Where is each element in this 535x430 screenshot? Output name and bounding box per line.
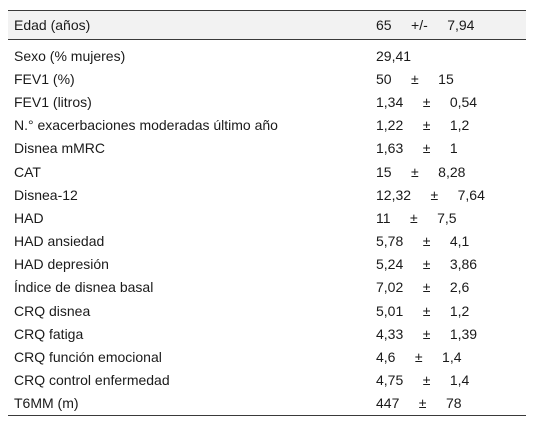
table-row: CRQ función emocional 4,6 ± 1,4 xyxy=(8,345,526,368)
row-value: 5,01 ± 1,2 xyxy=(376,302,470,319)
row-value: 11 ± 7,5 xyxy=(376,209,457,226)
row-value: 50 ± 15 xyxy=(376,70,454,87)
row-value: 5,78 ± 4,1 xyxy=(376,233,470,250)
row-label: CRQ función emocional xyxy=(14,349,162,366)
row-label: CRQ control enfermedad xyxy=(14,372,170,389)
row-label: HAD xyxy=(14,209,44,226)
row-label: FEV1 (%) xyxy=(14,70,75,87)
table-row: Índice de disnea basal 7,02 ± 2,6 xyxy=(8,276,526,299)
patient-characteristics-table: Edad (años) 65 +/- 7,94 Sexo (% mujeres)… xyxy=(8,10,526,416)
row-label: FEV1 (litros) xyxy=(14,93,92,110)
table-row: Sexo (% mujeres) 29,41 xyxy=(8,40,526,68)
table-row: FEV1 (%) 50 ± 15 xyxy=(8,67,526,90)
data-table-container: Edad (años) 65 +/- 7,94 Sexo (% mujeres)… xyxy=(8,10,526,416)
row-value: 15 ± 8,28 xyxy=(376,163,466,180)
row-value: 447 ± 78 xyxy=(376,395,462,412)
header-row: Edad (años) 65 +/- 7,94 xyxy=(8,10,526,40)
row-label: Sexo (% mujeres) xyxy=(14,47,126,64)
row-label: N.° exacerbaciones moderadas último año xyxy=(14,117,278,134)
row-value: 5,24 ± 3,86 xyxy=(376,256,478,273)
table-row: HAD 11 ± 7,5 xyxy=(8,206,526,229)
table-row: CAT 15 ± 8,28 xyxy=(8,160,526,183)
row-label: HAD ansiedad xyxy=(14,233,105,250)
row-value: 4,6 ± 1,4 xyxy=(376,349,462,366)
table-header: Edad (años) 65 +/- 7,94 xyxy=(8,10,526,40)
table-row: CRQ fatiga 4,33 ± 1,39 xyxy=(8,322,526,345)
row-label: Índice de disnea basal xyxy=(14,279,154,296)
row-label: CRQ fatiga xyxy=(14,325,84,342)
row-label: T6MM (m) xyxy=(14,395,79,412)
table-row: FEV1 (litros) 1,34 ± 0,54 xyxy=(8,90,526,113)
table-row: N.° exacerbaciones moderadas último año … xyxy=(8,114,526,137)
header-value-cell: 65 +/- 7,94 xyxy=(376,17,475,33)
table-row: T6MM (m) 447 ± 78 xyxy=(8,392,526,416)
row-value: 12,32 ± 7,64 xyxy=(376,186,485,203)
row-value: 1,63 ± 1 xyxy=(376,140,458,157)
row-label: CRQ disnea xyxy=(14,302,91,319)
table-row: HAD ansiedad 5,78 ± 4,1 xyxy=(8,230,526,253)
table-row: HAD depresión 5,24 ± 3,86 xyxy=(8,253,526,276)
row-label: Disnea mMRC xyxy=(14,140,106,157)
table-row: Disnea mMRC 1,63 ± 1 xyxy=(8,137,526,160)
table-body: Sexo (% mujeres) 29,41 FEV1 (%) 50 ± 15 … xyxy=(8,40,526,416)
row-value: 7,02 ± 2,6 xyxy=(376,279,470,296)
table-row: CRQ disnea 5,01 ± 1,2 xyxy=(8,299,526,322)
row-label: Disnea-12 xyxy=(14,186,78,203)
row-label: CAT xyxy=(14,163,41,180)
row-value: 1,22 ± 1,2 xyxy=(376,117,470,134)
row-value: 4,33 ± 1,39 xyxy=(376,325,478,342)
row-value: 4,75 ± 1,4 xyxy=(376,372,470,389)
table-row: Disnea-12 12,32 ± 7,64 xyxy=(8,183,526,206)
row-label: HAD depresión xyxy=(14,256,109,273)
header-label-cell: Edad (años) xyxy=(14,17,91,33)
row-value: 29,41 xyxy=(376,47,412,64)
row-value: 1,34 ± 0,54 xyxy=(376,93,478,110)
table-row: CRQ control enfermedad 4,75 ± 1,4 xyxy=(8,369,526,392)
